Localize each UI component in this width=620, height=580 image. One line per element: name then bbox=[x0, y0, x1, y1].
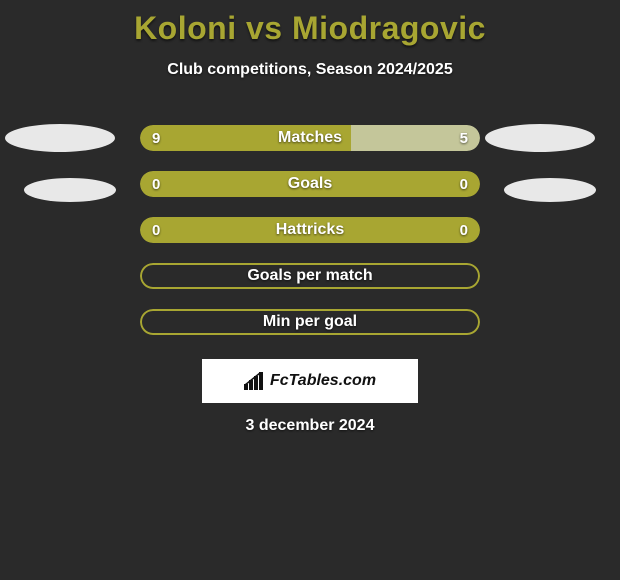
stat-row: 00Hattricks bbox=[0, 207, 620, 253]
bar-wrap: Min per goal bbox=[140, 309, 480, 335]
bar-left bbox=[140, 125, 351, 151]
credit-inner: FcTables.com bbox=[244, 372, 376, 390]
value-right: 0 bbox=[460, 171, 468, 197]
player-ellipse bbox=[5, 124, 115, 152]
value-left: 9 bbox=[152, 125, 160, 151]
value-left: 0 bbox=[152, 217, 160, 243]
player-ellipse bbox=[24, 178, 116, 202]
value-right: 5 bbox=[460, 125, 468, 151]
bar-wrap: 00Goals bbox=[140, 171, 480, 197]
bar-outline bbox=[140, 263, 480, 289]
player-ellipse bbox=[485, 124, 595, 152]
bar-wrap: 00Hattricks bbox=[140, 217, 480, 243]
subtitle: Club competitions, Season 2024/2025 bbox=[0, 61, 620, 79]
credit-box: FcTables.com bbox=[202, 359, 418, 403]
page-title: Koloni vs Miodragovic bbox=[0, 0, 620, 47]
bar-full bbox=[140, 171, 480, 197]
date-text: 3 december 2024 bbox=[0, 417, 620, 435]
bar-wrap: Goals per match bbox=[140, 263, 480, 289]
bar-wrap: 95Matches bbox=[140, 125, 480, 151]
credit-text: FcTables.com bbox=[270, 372, 376, 390]
stat-row: Min per goal bbox=[0, 299, 620, 345]
bar-full bbox=[140, 217, 480, 243]
player-ellipse bbox=[504, 178, 596, 202]
value-left: 0 bbox=[152, 171, 160, 197]
chart-icon bbox=[244, 372, 266, 390]
bar-outline bbox=[140, 309, 480, 335]
value-right: 0 bbox=[460, 217, 468, 243]
stat-row: Goals per match bbox=[0, 253, 620, 299]
